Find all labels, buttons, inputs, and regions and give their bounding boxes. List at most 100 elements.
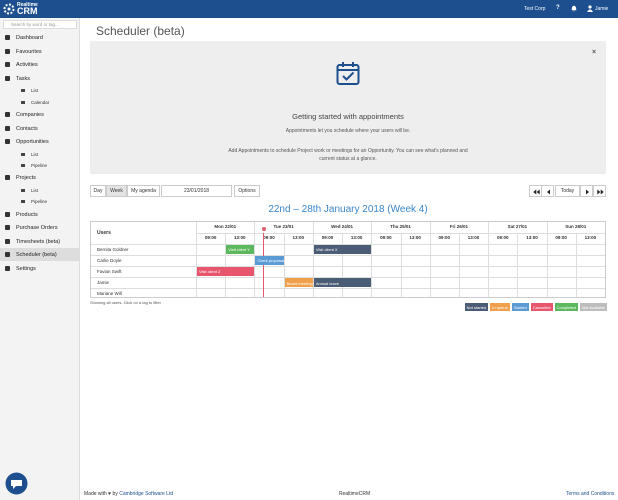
user-name: Carlie Doyle xyxy=(97,257,122,263)
nav-icon xyxy=(5,62,10,68)
legend-tag[interactable]: Not started xyxy=(464,303,489,311)
nav-subitem[interactable]: Pipeline xyxy=(0,196,79,207)
nav-item[interactable]: Favourites xyxy=(0,45,79,58)
nav-item[interactable]: Scheduler (beta) xyxy=(0,248,79,262)
grid-line xyxy=(254,222,256,297)
footer-made-text: Made with ♥ by xyxy=(84,491,118,497)
legend-tag[interactable]: Completed xyxy=(554,303,578,311)
options-button[interactable]: Options xyxy=(234,185,260,197)
grid-line xyxy=(91,288,605,290)
nav-label: Contacts xyxy=(16,125,38,132)
scheduler-grid: Users Mon 22/01 09:00 13:00 Tue 23/01 09:00 13… xyxy=(90,221,606,298)
nav-label: Opportunities xyxy=(16,139,49,146)
intro-text: Appointments let you schedule where your… xyxy=(285,128,411,134)
legend-tag[interactable]: Cancelled xyxy=(530,303,553,311)
nav-item[interactable]: Companies xyxy=(0,108,79,121)
grid-line xyxy=(517,233,519,297)
nav-subitem[interactable]: Calendar xyxy=(0,97,79,108)
nav-label: Favourites xyxy=(16,48,42,55)
nav-icon xyxy=(5,266,10,271)
intro-heading: Getting started with appointments xyxy=(292,112,404,121)
grid-line xyxy=(400,233,402,297)
view-button[interactable]: My agenda xyxy=(127,185,160,197)
appointment[interactable]: Visit client Z xyxy=(197,266,255,277)
grid-line xyxy=(91,243,605,245)
user-name: Favian Swift xyxy=(97,268,122,274)
appointment[interactable]: Visit client X xyxy=(313,244,372,254)
grid-line xyxy=(196,233,605,234)
nav-subitem[interactable]: List xyxy=(0,149,79,160)
grid-line xyxy=(371,222,373,297)
notifications-icon[interactable] xyxy=(571,5,577,12)
nav-label: Scheduler (beta) xyxy=(16,252,57,259)
nav-label: Purchase Orders xyxy=(16,225,58,232)
appointment[interactable]: Visit client Y xyxy=(226,244,255,254)
legend-tag[interactable]: Started xyxy=(511,303,529,311)
help-button[interactable]: ? xyxy=(556,5,560,11)
first-button[interactable] xyxy=(529,185,542,197)
nav-label: Settings xyxy=(16,266,36,272)
now-line xyxy=(263,233,265,297)
user-menu[interactable]: Jamie xyxy=(595,6,609,12)
nav-sub-label: List xyxy=(31,151,39,157)
nav-sub-label: List xyxy=(31,188,39,193)
day-header: Thu 25/01 xyxy=(390,224,411,229)
appointment-label: Visit client Y xyxy=(228,247,250,252)
nav-item[interactable]: Products xyxy=(0,208,79,221)
grid-line xyxy=(196,222,197,297)
appointment[interactable]: Annual leave xyxy=(313,278,372,288)
nav-label: Activities xyxy=(16,62,38,69)
grid-note: Showing all users. Click on a tag to fil… xyxy=(90,300,161,305)
prev-button[interactable] xyxy=(541,185,554,197)
close-button[interactable]: × xyxy=(592,49,597,56)
nav-icon xyxy=(5,211,10,217)
nav-sub-label: Pipeline xyxy=(31,163,48,169)
date-input[interactable]: 23/01/2018 xyxy=(161,185,232,197)
nav-item[interactable]: Timesheets (beta) xyxy=(0,235,79,248)
company-menu[interactable]: Test Corp xyxy=(524,6,546,12)
next-button[interactable] xyxy=(580,185,593,197)
today-button[interactable]: Today xyxy=(555,185,580,197)
page-title: Scheduler (beta) xyxy=(96,24,185,38)
nav-label: Companies xyxy=(16,112,44,118)
brand-top: Realtime xyxy=(17,2,38,8)
nav-item[interactable]: Purchase Orders xyxy=(0,221,79,234)
grid-line xyxy=(429,222,431,297)
top-bar: Realtime CRM Test Corp ? Jamie xyxy=(0,0,618,18)
footer-terms-link[interactable]: Terms and Conditions xyxy=(566,491,615,497)
nav-item[interactable]: Dashboard xyxy=(0,31,79,44)
grid-line xyxy=(546,222,548,297)
brand-main: CRM xyxy=(17,6,38,16)
appointment[interactable]: Board meeting xyxy=(284,278,313,288)
nav-label: Products xyxy=(16,211,38,218)
appointment[interactable]: Client proposal xyxy=(255,255,284,265)
chat-button[interactable] xyxy=(5,472,28,495)
nav-item[interactable]: Projects xyxy=(0,171,79,184)
nav-sub-icon xyxy=(21,100,25,104)
legend-tag[interactable]: In queue xyxy=(490,303,510,311)
nav-subitem[interactable]: Pipeline xyxy=(0,160,79,171)
footer-company-link[interactable]: Cambridge Software Ltd xyxy=(119,491,174,497)
nav-item[interactable]: Opportunities xyxy=(0,135,79,148)
calendar-title: 22nd – 28th January 2018 (Week 4) xyxy=(268,204,428,215)
time-header: 09:00 xyxy=(438,235,451,240)
view-button[interactable]: Day xyxy=(90,185,106,197)
nav-item[interactable]: Activities xyxy=(0,58,79,71)
nav-sub-label: Pipeline xyxy=(31,199,48,205)
search-box[interactable]: Search by word or tag... xyxy=(3,20,77,29)
nav-item[interactable]: Tasks xyxy=(0,72,79,85)
time-header: 09:00 xyxy=(204,235,217,240)
footer-made: Made with ♥ by Cambridge Software Ltd xyxy=(84,491,173,497)
time-header: 13:00 xyxy=(467,235,480,240)
nav-sub-icon xyxy=(21,164,25,168)
nav-label: Tasks xyxy=(16,75,31,82)
legend-tag[interactable]: Not available xyxy=(579,303,607,311)
nav-subitem[interactable]: List xyxy=(0,185,79,196)
view-button[interactable]: Week xyxy=(106,185,127,197)
nav-icon xyxy=(5,252,10,258)
nav-item[interactable]: Contacts xyxy=(0,122,79,135)
sidebar: Search by word or tag... Dashboard Favour… xyxy=(0,18,80,500)
last-button[interactable] xyxy=(593,185,606,197)
nav-subitem[interactable]: List xyxy=(0,85,79,96)
nav-item[interactable]: Settings xyxy=(0,262,79,275)
